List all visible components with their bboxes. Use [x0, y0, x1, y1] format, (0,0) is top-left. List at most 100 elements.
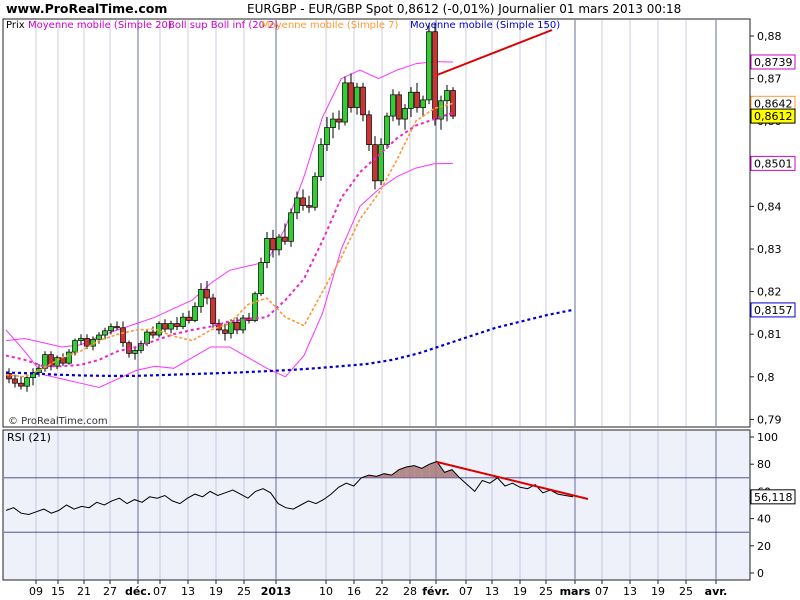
rsi-trendline [436, 461, 589, 500]
candle-body [384, 115, 390, 145]
candle-body [264, 238, 270, 263]
candle-body [168, 323, 174, 330]
candle-body [354, 86, 360, 108]
candle-body [342, 82, 348, 123]
candle-body [414, 91, 420, 108]
price-y-tick-label: 0,84 [757, 200, 782, 213]
x-tick-label: 28 [403, 585, 417, 598]
price-y-tick-label: 0,83 [757, 243, 782, 256]
legend-item: Prix [6, 20, 25, 31]
price-y-tick-label: 0,82 [757, 286, 782, 299]
x-tick-label: 2013 [261, 585, 292, 598]
price-y-tick-label: 0,87 [757, 73, 782, 86]
candle-body [300, 197, 306, 206]
candle-body [432, 31, 438, 120]
legend-item: Moyenne mobile (Simple 150) [410, 20, 560, 31]
candle-body [270, 238, 276, 251]
price-value-label: 0,8612 [754, 110, 793, 123]
site-name: www.ProRealTime.com [6, 1, 168, 16]
rsi-overbought-fill [399, 466, 407, 478]
x-tick-label: 07 [459, 585, 473, 598]
x-tick-label: févr. [422, 585, 449, 598]
x-tick-label: 19 [209, 585, 223, 598]
x-tick-label: 09 [29, 585, 43, 598]
chart-title: EURGBP - EUR/GBP Spot 0,8612 (-0,01%) Jo… [247, 2, 682, 16]
candle-body [102, 330, 108, 336]
candle-body [252, 293, 258, 321]
candle-body [288, 212, 294, 242]
x-tick-label: 13 [485, 585, 499, 598]
candle-body [174, 323, 180, 327]
sma20-line [5, 111, 454, 368]
bollinger-upper-line [5, 61, 454, 348]
legend-item: Moyenne mobile (Simple 7) [261, 20, 399, 31]
x-tick-label: 21 [77, 585, 91, 598]
rsi-panel [2, 429, 751, 581]
x-tick-label: 19 [513, 585, 527, 598]
candle-body [138, 343, 144, 351]
x-tick-label: déc. [125, 585, 151, 598]
rsi-overbought-fill [406, 465, 415, 478]
candle-body [282, 236, 288, 242]
candle-body [132, 350, 138, 354]
x-tick-label: 10 [319, 585, 333, 598]
candle-body [210, 297, 216, 324]
candle-body [24, 377, 30, 387]
candle-body [306, 205, 312, 208]
x-tick-label: 19 [651, 585, 665, 598]
candle-body [198, 289, 204, 307]
candle-body [372, 144, 378, 182]
x-tick-label: 13 [181, 585, 195, 598]
candle-body [12, 378, 18, 384]
watermark: © ProRealTime.com [8, 416, 108, 427]
candle-body [36, 367, 42, 373]
rsi-overbought-fill [436, 461, 445, 478]
sma150-line [5, 308, 574, 377]
candle-body [150, 331, 156, 336]
candle-body [378, 144, 384, 182]
candle-body [336, 118, 342, 123]
candle-body [96, 334, 102, 340]
candle-body [348, 82, 354, 108]
rsi-value-box [750, 489, 796, 505]
rsi-panel-label: RSI (21) [7, 431, 51, 444]
price-value-label: 0,8642 [754, 97, 793, 110]
candle-body [222, 329, 228, 334]
candle-body [240, 317, 246, 331]
bollinger-lower-line [5, 162, 454, 389]
candle-body [426, 31, 432, 101]
price-value-label: 0,8501 [754, 157, 793, 170]
x-tick-label: 25 [237, 585, 251, 598]
candle-body [408, 91, 414, 109]
rsi-y-tick-label: 100 [757, 431, 778, 444]
price-trendline [436, 29, 553, 76]
candle-body [48, 354, 54, 367]
price-value-label: 0,8739 [754, 56, 793, 69]
x-tick-label: 07 [153, 585, 167, 598]
rsi-y-tick-label: 0 [757, 567, 764, 580]
candle-body [42, 354, 48, 369]
candle-body [18, 382, 24, 387]
candle-body [120, 327, 126, 344]
candle-body [144, 331, 150, 344]
rsi-overbought-fill [444, 469, 453, 478]
x-tick-label: 27 [103, 585, 117, 598]
candle-body [114, 326, 120, 329]
candle-body [162, 323, 168, 330]
price-value-box [750, 54, 796, 70]
rsi-y-tick-label: 40 [757, 513, 771, 526]
candle-body [258, 262, 264, 295]
candle-body [438, 100, 444, 120]
candle-body [396, 94, 402, 120]
x-tick-label: 15 [51, 585, 65, 598]
legend-item: Boll sup Boll inf (20 2) [168, 20, 278, 31]
x-tick-label: avr. [705, 585, 728, 598]
price-y-tick-label: 0,81 [757, 328, 782, 341]
candle-body [276, 236, 282, 251]
price-y-tick-label: 0,79 [757, 413, 782, 426]
rsi-y-tick-label: 20 [757, 540, 771, 553]
candle-body [6, 373, 12, 380]
price-y-tick-label: 0,88 [757, 30, 782, 43]
price-panel [2, 18, 751, 428]
